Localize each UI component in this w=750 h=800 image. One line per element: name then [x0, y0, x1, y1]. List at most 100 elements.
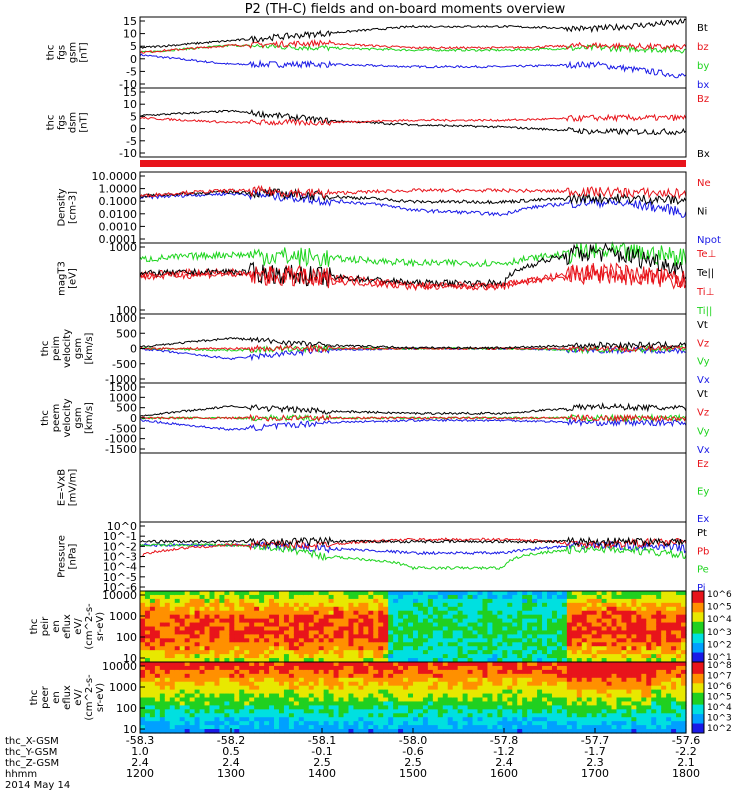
spectrogram-cell [676, 665, 682, 671]
spectrogram-cell [283, 729, 290, 734]
spectrogram-cell [288, 650, 295, 655]
spectrogram-cell [432, 705, 439, 710]
spectrogram-cell [581, 646, 588, 651]
spectrogram-cell [551, 701, 558, 706]
spectrogram-cell [363, 673, 369, 679]
spectrogram-cell [482, 642, 489, 647]
spectrogram-cell [298, 685, 305, 691]
spectrogram-cell [551, 669, 558, 675]
spectrogram-cell [154, 654, 161, 659]
spectrogram-cell [358, 701, 364, 706]
spectrogram-cell [264, 598, 270, 604]
colorbar-segment [692, 602, 704, 606]
spectrogram-cell [621, 681, 628, 687]
spectrogram-cell [556, 598, 563, 604]
spectrogram-cell [487, 677, 494, 683]
spectrogram-cell [348, 701, 355, 706]
spectrogram-cell [651, 602, 657, 608]
spectrogram-cell [661, 594, 667, 600]
spectrogram-cell [611, 626, 618, 632]
spectrogram-cell [452, 721, 459, 726]
spectrogram-cell [681, 591, 687, 596]
spectrogram-cell [308, 705, 315, 710]
spectrogram-cell [219, 673, 225, 679]
spectrogram-cell [517, 654, 523, 659]
spectrogram-cell [288, 729, 295, 734]
spectrogram-cell [239, 669, 245, 675]
spectrogram-cell [348, 602, 355, 608]
spectrogram-cell [502, 646, 508, 651]
spectrogram-cell [274, 685, 280, 691]
spectrogram-cell [313, 697, 320, 703]
spectrogram-cell [140, 701, 146, 706]
spectrogram-cell [596, 650, 603, 655]
spectrogram-cell [447, 701, 454, 706]
spectrogram-cell [328, 713, 335, 718]
spectrogram-cell [437, 638, 444, 643]
spectrogram-cell [661, 626, 667, 632]
spectrogram-cell [527, 654, 533, 659]
spectrogram-cell [403, 717, 409, 722]
y-axis-label: gsm [73, 338, 84, 359]
y-tick-label: 10 [123, 28, 137, 41]
spectrogram-cell [159, 606, 166, 612]
spectrogram-cell [140, 610, 146, 616]
spectrogram-cell [467, 685, 474, 691]
spectrogram-cell [556, 681, 563, 687]
spectrogram-cell [363, 591, 369, 596]
spectrogram-cell [561, 713, 568, 718]
spectrogram-cell [442, 713, 449, 718]
spectrogram-cell [512, 689, 518, 695]
spectrogram-cell [288, 665, 295, 671]
spectrogram-cell [502, 634, 508, 639]
spectrogram-cell [338, 705, 345, 710]
spectrogram-cell [581, 634, 588, 639]
spectrogram-cell [422, 725, 429, 730]
spectrogram-cell [408, 713, 414, 718]
spectrogram-cell [556, 610, 563, 616]
spectrogram-cell [477, 622, 484, 628]
spectrogram-cell [363, 729, 369, 734]
spectrogram-cell [482, 606, 489, 612]
spectrogram-cell [358, 673, 364, 679]
spectrogram-cell [621, 606, 628, 612]
spectrogram-cell [274, 709, 280, 714]
spectrogram-cell [283, 665, 290, 671]
spectrogram-cell [492, 681, 498, 687]
spectrogram-cell [348, 721, 355, 726]
spectrogram-cell [522, 614, 528, 620]
spectrogram-cell [169, 673, 176, 679]
spectrogram-cell [348, 669, 355, 675]
spectrogram-cell [239, 618, 245, 624]
spectrogram-cell [199, 677, 206, 683]
spectrogram-cell [621, 618, 628, 624]
spectrogram-cell [547, 709, 553, 714]
spectrogram-cell [566, 642, 573, 647]
spectrogram-cell [378, 713, 384, 718]
spectrogram-cell [512, 658, 518, 663]
spectrogram-cell [661, 654, 667, 659]
spectrogram-cell [298, 717, 305, 722]
spectrogram-cell [507, 646, 513, 651]
colorbar-segment [692, 683, 704, 687]
spectrogram-cell [616, 669, 623, 675]
spectrogram-cell [249, 650, 255, 655]
spectrogram-cell [542, 642, 548, 647]
spectrogram-cell [274, 622, 280, 628]
spectrogram-cell [467, 701, 474, 706]
spectrogram-cell [517, 721, 523, 726]
spectrogram-cell [303, 626, 310, 632]
spectrogram-cell [651, 717, 657, 722]
x-tick-label: 2.4 [131, 756, 149, 769]
spectrogram-cell [547, 685, 553, 691]
spectrogram-cell [383, 618, 389, 624]
spectrogram-cell [512, 654, 518, 659]
spectrogram-cell [422, 614, 429, 620]
spectrogram-cell [234, 665, 240, 671]
spectrogram-cell [358, 606, 364, 612]
spectrogram-cell [517, 626, 523, 632]
spectrogram-cell [184, 594, 191, 600]
spectrogram-cell [636, 626, 642, 632]
spectrogram-cell [616, 709, 623, 714]
spectrogram-cell [452, 689, 459, 695]
